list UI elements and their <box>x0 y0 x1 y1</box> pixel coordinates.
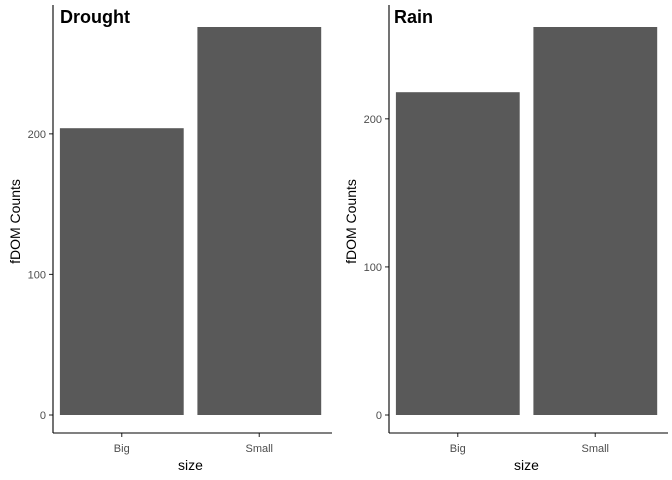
panel-title: Drought <box>60 7 130 27</box>
bar-big <box>59 128 184 415</box>
x-axis-title: size <box>178 457 203 473</box>
chart-panel-1: Big Small 0 100 200 Rain size fDOM Counts <box>343 5 668 473</box>
y-axis-title: fDOM Counts <box>7 179 23 264</box>
bar-big <box>395 92 520 415</box>
bar-small <box>533 27 658 415</box>
panel-title: Rain <box>394 7 433 27</box>
x-tick-label: Small <box>245 443 273 455</box>
y-tick-label: 100 <box>28 269 46 281</box>
x-tick-label: Big <box>114 443 130 455</box>
y-tick-label: 200 <box>364 114 382 126</box>
x-tick-label: Big <box>450 443 466 455</box>
y-axis-title: fDOM Counts <box>343 179 359 264</box>
bar-small <box>197 27 322 415</box>
y-tick-label: 100 <box>364 262 382 274</box>
x-tick-label: Small <box>581 443 609 455</box>
x-axis-title: size <box>514 457 539 473</box>
y-tick-label: 0 <box>376 410 382 422</box>
y-tick-label: 0 <box>40 410 46 422</box>
y-tick-label: 200 <box>28 129 46 141</box>
chart-panel-0: Big Small 0 100 200 Drought size fDOM Counts <box>7 5 332 473</box>
